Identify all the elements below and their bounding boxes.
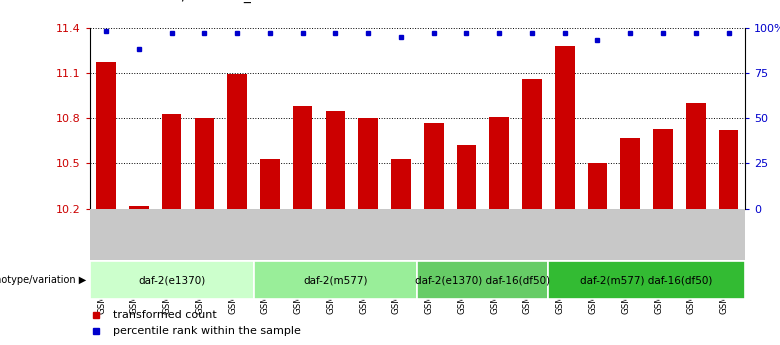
Text: daf-2(e1370) daf-16(df50): daf-2(e1370) daf-16(df50)	[415, 275, 551, 285]
Bar	[292, 106, 313, 209]
Bar	[129, 206, 149, 209]
Bar	[653, 129, 673, 209]
Bar	[456, 145, 477, 209]
Bar	[194, 118, 215, 209]
Bar	[417, 261, 548, 299]
Text: GDS770 / 182841_at: GDS770 / 182841_at	[121, 0, 265, 3]
Text: transformed count: transformed count	[112, 310, 216, 319]
Bar	[161, 114, 182, 209]
Bar	[90, 261, 254, 299]
Bar	[424, 123, 444, 209]
Bar	[686, 103, 706, 209]
Bar	[587, 164, 608, 209]
Text: daf-2(m577) daf-16(df50): daf-2(m577) daf-16(df50)	[580, 275, 713, 285]
Bar	[489, 117, 509, 209]
Text: percentile rank within the sample: percentile rank within the sample	[112, 326, 300, 336]
Text: daf-2(m577): daf-2(m577)	[303, 275, 367, 285]
Bar	[620, 138, 640, 209]
Bar	[391, 159, 411, 209]
Text: genotype/variation ▶: genotype/variation ▶	[0, 275, 86, 285]
Bar	[227, 75, 247, 209]
Bar	[548, 261, 745, 299]
Bar	[718, 130, 739, 209]
Bar	[96, 62, 116, 209]
Bar	[260, 159, 280, 209]
Bar	[358, 118, 378, 209]
Bar	[555, 46, 575, 209]
Bar	[522, 79, 542, 209]
Bar	[254, 261, 417, 299]
Text: daf-2(e1370): daf-2(e1370)	[138, 275, 205, 285]
Bar	[325, 111, 346, 209]
